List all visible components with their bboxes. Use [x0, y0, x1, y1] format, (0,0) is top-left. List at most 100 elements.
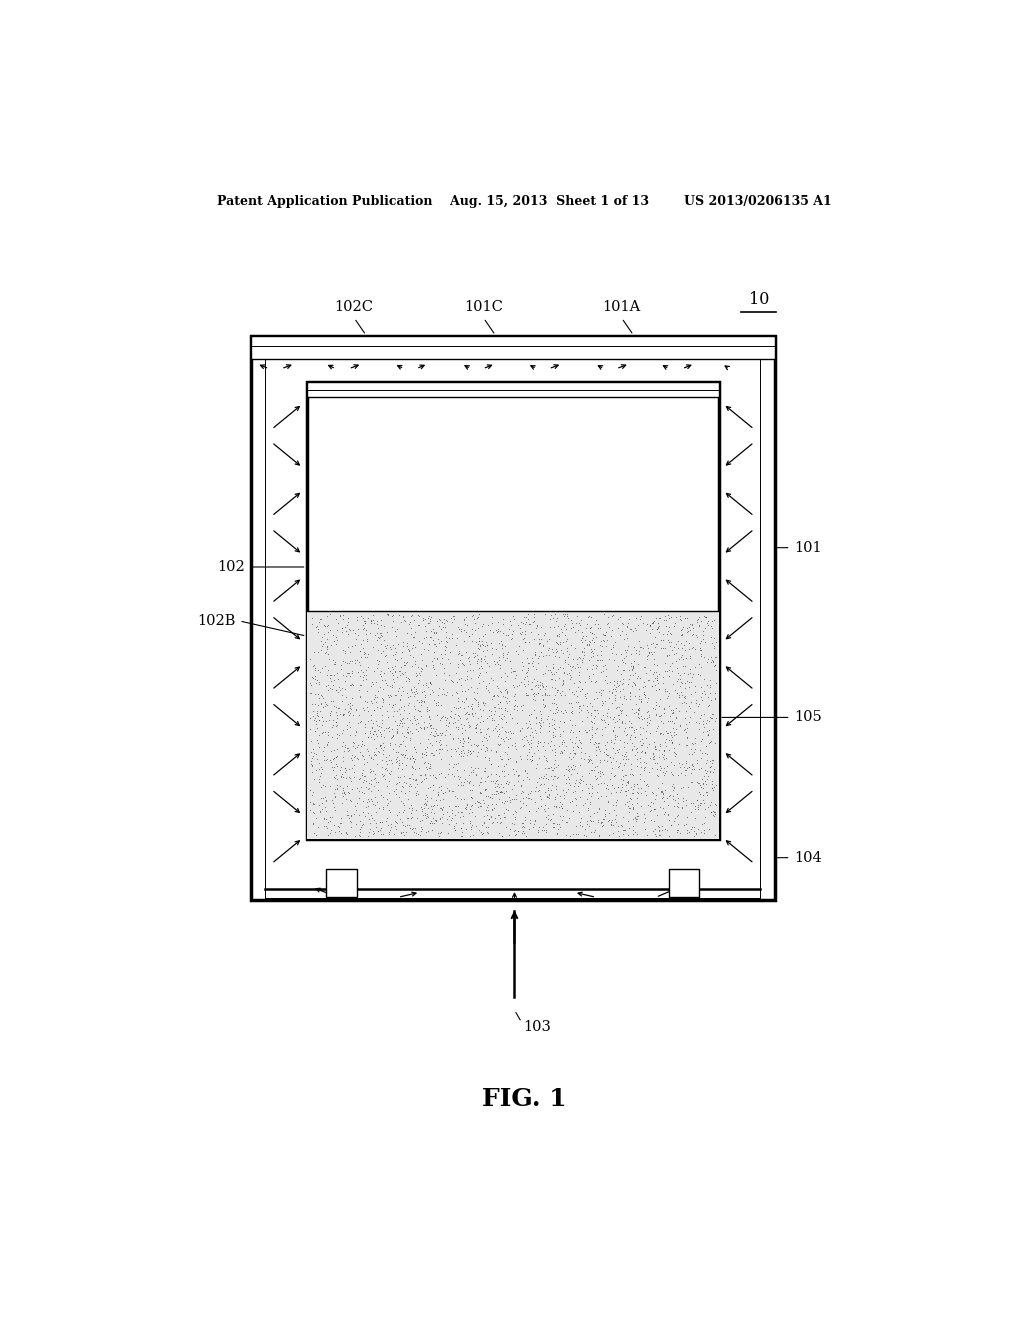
Point — [407, 636, 423, 657]
Point — [691, 713, 708, 734]
Point — [700, 723, 717, 744]
Point — [587, 631, 603, 652]
Point — [514, 717, 530, 738]
Point — [494, 748, 510, 770]
Point — [687, 656, 703, 677]
Point — [475, 812, 492, 833]
Point — [369, 610, 385, 631]
Point — [641, 709, 657, 730]
Point — [453, 788, 469, 809]
Point — [347, 649, 364, 671]
Point — [660, 739, 677, 760]
Point — [355, 766, 372, 787]
Point — [547, 787, 563, 808]
Point — [426, 725, 442, 746]
Point — [587, 731, 603, 752]
Point — [590, 737, 606, 758]
Point — [599, 775, 615, 796]
Point — [700, 686, 717, 708]
Point — [632, 609, 648, 630]
Point — [420, 777, 436, 799]
Point — [313, 756, 330, 777]
Point — [492, 781, 508, 803]
Point — [519, 673, 536, 694]
Point — [396, 800, 413, 821]
Point — [477, 676, 494, 697]
Point — [499, 643, 515, 664]
Point — [564, 758, 581, 779]
Point — [529, 615, 546, 636]
Point — [542, 616, 558, 638]
Point — [366, 660, 382, 681]
Point — [338, 767, 354, 788]
Point — [312, 701, 329, 722]
Point — [480, 656, 497, 677]
Point — [389, 813, 406, 834]
Point — [401, 768, 418, 789]
Point — [488, 793, 505, 814]
Point — [638, 619, 654, 640]
Point — [544, 693, 560, 714]
Point — [490, 647, 507, 668]
Point — [565, 755, 582, 776]
Point — [384, 675, 400, 696]
Point — [493, 781, 509, 803]
Point — [678, 714, 694, 735]
Point — [342, 702, 358, 723]
Point — [431, 825, 447, 846]
Point — [583, 759, 599, 780]
Point — [313, 706, 330, 727]
Point — [366, 713, 382, 734]
Point — [523, 704, 540, 725]
Point — [321, 643, 337, 664]
Point — [568, 606, 585, 627]
Point — [504, 779, 520, 800]
Point — [379, 759, 395, 780]
Point — [699, 675, 716, 696]
Point — [543, 809, 559, 830]
Point — [371, 719, 387, 741]
Point — [554, 797, 570, 818]
Point — [518, 725, 535, 746]
Point — [395, 700, 412, 721]
Point — [519, 647, 536, 668]
Point — [518, 663, 535, 684]
Point — [708, 659, 724, 680]
Point — [402, 808, 419, 829]
Point — [335, 665, 351, 686]
Point — [324, 690, 340, 711]
Point — [454, 722, 470, 743]
Point — [507, 694, 523, 715]
Point — [521, 800, 538, 821]
Point — [586, 708, 602, 729]
Point — [308, 825, 325, 846]
Point — [322, 677, 338, 698]
Point — [326, 792, 342, 813]
Point — [651, 755, 668, 776]
Point — [614, 814, 631, 836]
Point — [552, 632, 568, 653]
Point — [639, 648, 655, 669]
Point — [390, 766, 407, 787]
Point — [409, 774, 425, 795]
Point — [622, 682, 638, 704]
Point — [439, 739, 456, 760]
Point — [401, 818, 418, 840]
Point — [398, 755, 415, 776]
Point — [694, 689, 711, 710]
Point — [338, 788, 354, 809]
Point — [450, 704, 466, 725]
Point — [463, 795, 479, 816]
Point — [343, 804, 359, 825]
Point — [673, 647, 689, 668]
Point — [355, 619, 372, 640]
Point — [477, 758, 494, 779]
Point — [432, 809, 449, 830]
Point — [425, 634, 441, 655]
Point — [500, 774, 516, 795]
Point — [318, 710, 335, 731]
Point — [494, 681, 510, 702]
Point — [393, 642, 410, 663]
Point — [411, 663, 427, 684]
Point — [584, 776, 600, 797]
